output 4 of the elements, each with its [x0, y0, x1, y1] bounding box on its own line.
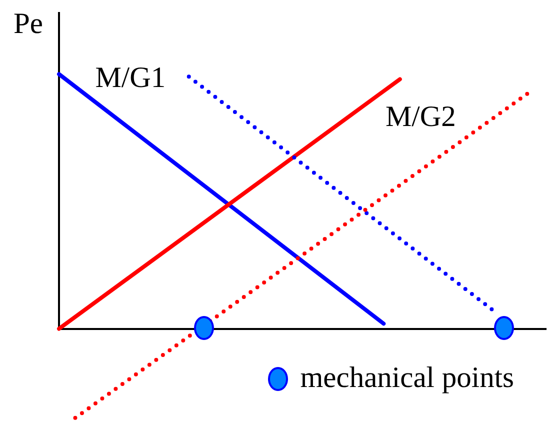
- series-label: M/G1: [95, 62, 166, 94]
- annotation: mechanical points: [300, 362, 514, 394]
- series-label: M/G2: [385, 100, 456, 133]
- y-axis-title: Pe: [14, 8, 43, 40]
